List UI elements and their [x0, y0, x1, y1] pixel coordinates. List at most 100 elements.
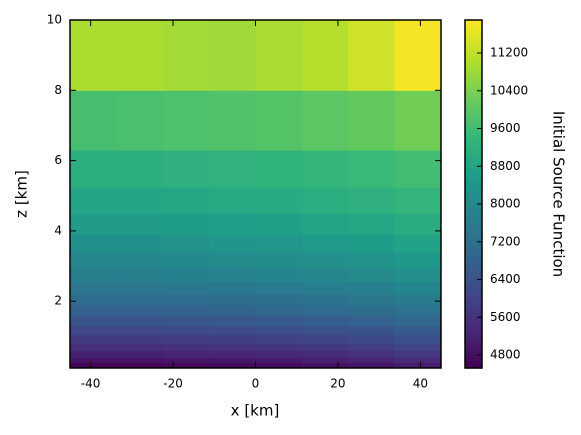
colorbar-segment — [465, 25, 482, 30]
cell — [162, 357, 210, 364]
cell — [394, 252, 442, 269]
cell — [162, 315, 210, 327]
colorbar-segment — [465, 115, 482, 120]
y-tick-label: 4 — [54, 223, 62, 237]
cell — [301, 252, 349, 269]
colorbar-segment — [465, 312, 482, 317]
cell — [301, 304, 349, 316]
cell — [348, 294, 396, 306]
colorbar-segment — [465, 95, 482, 99]
cell — [116, 252, 164, 269]
cell — [394, 343, 442, 351]
colorbar-label: Initial Source Function — [550, 111, 568, 277]
colorbar-segment — [465, 162, 482, 166]
colorbar-segment — [465, 133, 482, 137]
colorbar-segment — [465, 196, 482, 201]
cell — [301, 213, 349, 235]
cell — [301, 150, 349, 188]
colorbar-segment — [465, 182, 482, 186]
cell — [301, 357, 349, 364]
colorbar-segment — [465, 341, 482, 346]
cell — [301, 186, 349, 214]
cell — [209, 234, 256, 253]
colorbar-segment — [465, 176, 482, 181]
colorbar-segment — [465, 315, 482, 320]
colorbar-segment — [465, 266, 482, 270]
cell — [255, 267, 303, 283]
colorbar-segment — [465, 310, 482, 314]
colorbar-segment — [465, 234, 482, 239]
cell — [348, 334, 396, 344]
cell — [70, 350, 117, 358]
cell — [301, 325, 349, 336]
cell — [209, 315, 256, 327]
cell — [394, 234, 442, 253]
colorbar-segment — [465, 365, 482, 369]
colorbar-segment — [465, 208, 482, 212]
colorbar-segment — [465, 324, 482, 328]
colorbar-segment — [465, 362, 482, 366]
colorbar-segment — [465, 46, 482, 50]
colorbar-segment — [465, 188, 482, 192]
colorbar-segment — [465, 92, 482, 96]
colorbar-segment — [465, 141, 482, 146]
cell — [116, 357, 164, 364]
colorbar-segment — [465, 243, 482, 247]
colorbar-segment — [465, 246, 482, 250]
y-tick-label: 10 — [47, 13, 62, 27]
colorbar-segment — [465, 156, 482, 160]
colorbar-segment — [465, 60, 482, 65]
colorbar-segment — [465, 281, 482, 285]
cell — [70, 252, 117, 269]
cell — [116, 325, 164, 336]
cell — [394, 267, 442, 283]
colorbar-segment — [465, 301, 482, 305]
colorbar-segment — [465, 86, 482, 91]
cell — [255, 304, 303, 316]
cell — [394, 90, 442, 151]
cell — [209, 294, 256, 306]
colorbar-segment — [465, 295, 482, 299]
colorbar-frame — [464, 19, 483, 369]
cell — [394, 315, 442, 327]
colorbar-segment — [465, 289, 482, 294]
cell — [70, 304, 117, 316]
cell — [394, 150, 442, 188]
colorbar-tick-label: 8000 — [490, 197, 521, 211]
colorbar-tick-label: 11200 — [490, 46, 528, 60]
cell — [394, 20, 442, 91]
colorbar-segment — [465, 318, 482, 323]
colorbar-segment — [465, 254, 482, 259]
cell — [394, 213, 442, 235]
colorbar-segment — [465, 31, 482, 36]
colorbar-segment — [465, 121, 482, 125]
cell — [348, 267, 396, 283]
cell — [209, 213, 256, 235]
cell — [301, 281, 349, 295]
colorbar-segment — [465, 159, 482, 163]
colorbar-segment — [465, 356, 482, 360]
cell — [162, 350, 210, 358]
cell — [209, 267, 256, 283]
cell — [255, 213, 303, 235]
colorbar-segment — [465, 51, 482, 56]
cell — [255, 20, 303, 91]
colorbar-segment — [465, 199, 482, 204]
colorbar-segment — [465, 202, 482, 207]
cell — [394, 357, 442, 364]
cell — [255, 357, 303, 364]
cell — [348, 186, 396, 214]
colorbar-segment — [465, 49, 482, 53]
colorbar-segment — [465, 165, 482, 169]
colorbar-segment — [465, 336, 482, 340]
cell — [70, 234, 117, 253]
cell — [255, 150, 303, 188]
colorbar-segment — [465, 109, 482, 114]
cell — [116, 150, 164, 188]
cell — [162, 343, 210, 351]
cell — [209, 325, 256, 336]
cell — [116, 304, 164, 316]
cell — [255, 343, 303, 351]
colorbar-tick-label: 6400 — [490, 272, 521, 286]
colorbar-segment — [465, 214, 482, 218]
